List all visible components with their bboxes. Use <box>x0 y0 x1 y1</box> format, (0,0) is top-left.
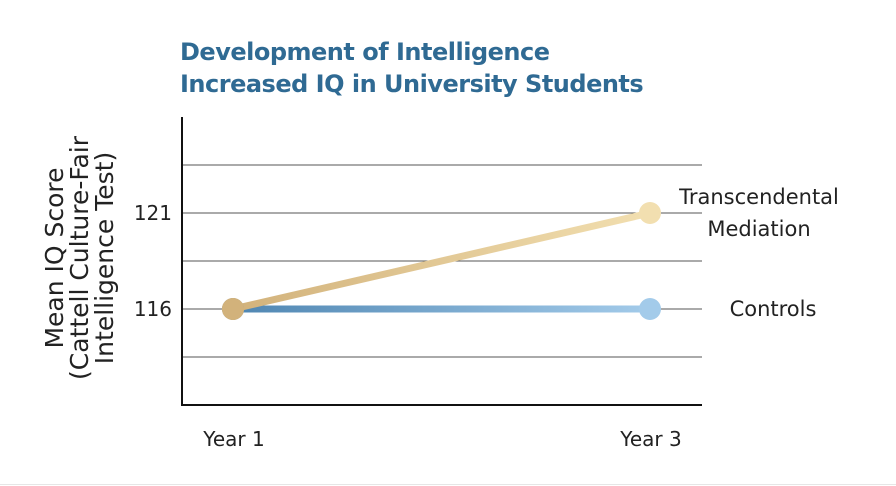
y-tick-label: 116 <box>134 297 172 321</box>
chart-title-block: Development of Intelligence Increased IQ… <box>180 36 644 100</box>
series-label: Mediation <box>707 217 810 241</box>
data-point <box>639 298 661 320</box>
y-axis-label-line: (Cattell Culture-Fair <box>65 135 94 380</box>
chart-subtitle: Increased IQ in University Students <box>180 70 644 98</box>
y-axis-label-line: Intelligence Test) <box>90 152 119 364</box>
y-axis-label-line: Mean IQ Score <box>40 167 69 348</box>
y-axis-label: Mean IQ Score(Cattell Culture-FairIntell… <box>40 135 119 380</box>
series-label: Transcendental <box>678 185 839 209</box>
x-tick-label: Year 3 <box>619 427 681 451</box>
x-tick-label: Year 1 <box>202 427 264 451</box>
divider <box>0 484 896 485</box>
chart-title: Development of Intelligence <box>180 38 550 66</box>
y-tick-label: 121 <box>134 201 172 225</box>
data-point <box>222 298 244 320</box>
series-label: Controls <box>730 297 817 321</box>
data-point <box>639 202 661 224</box>
series-line-transcendental-mediation <box>229 209 654 313</box>
